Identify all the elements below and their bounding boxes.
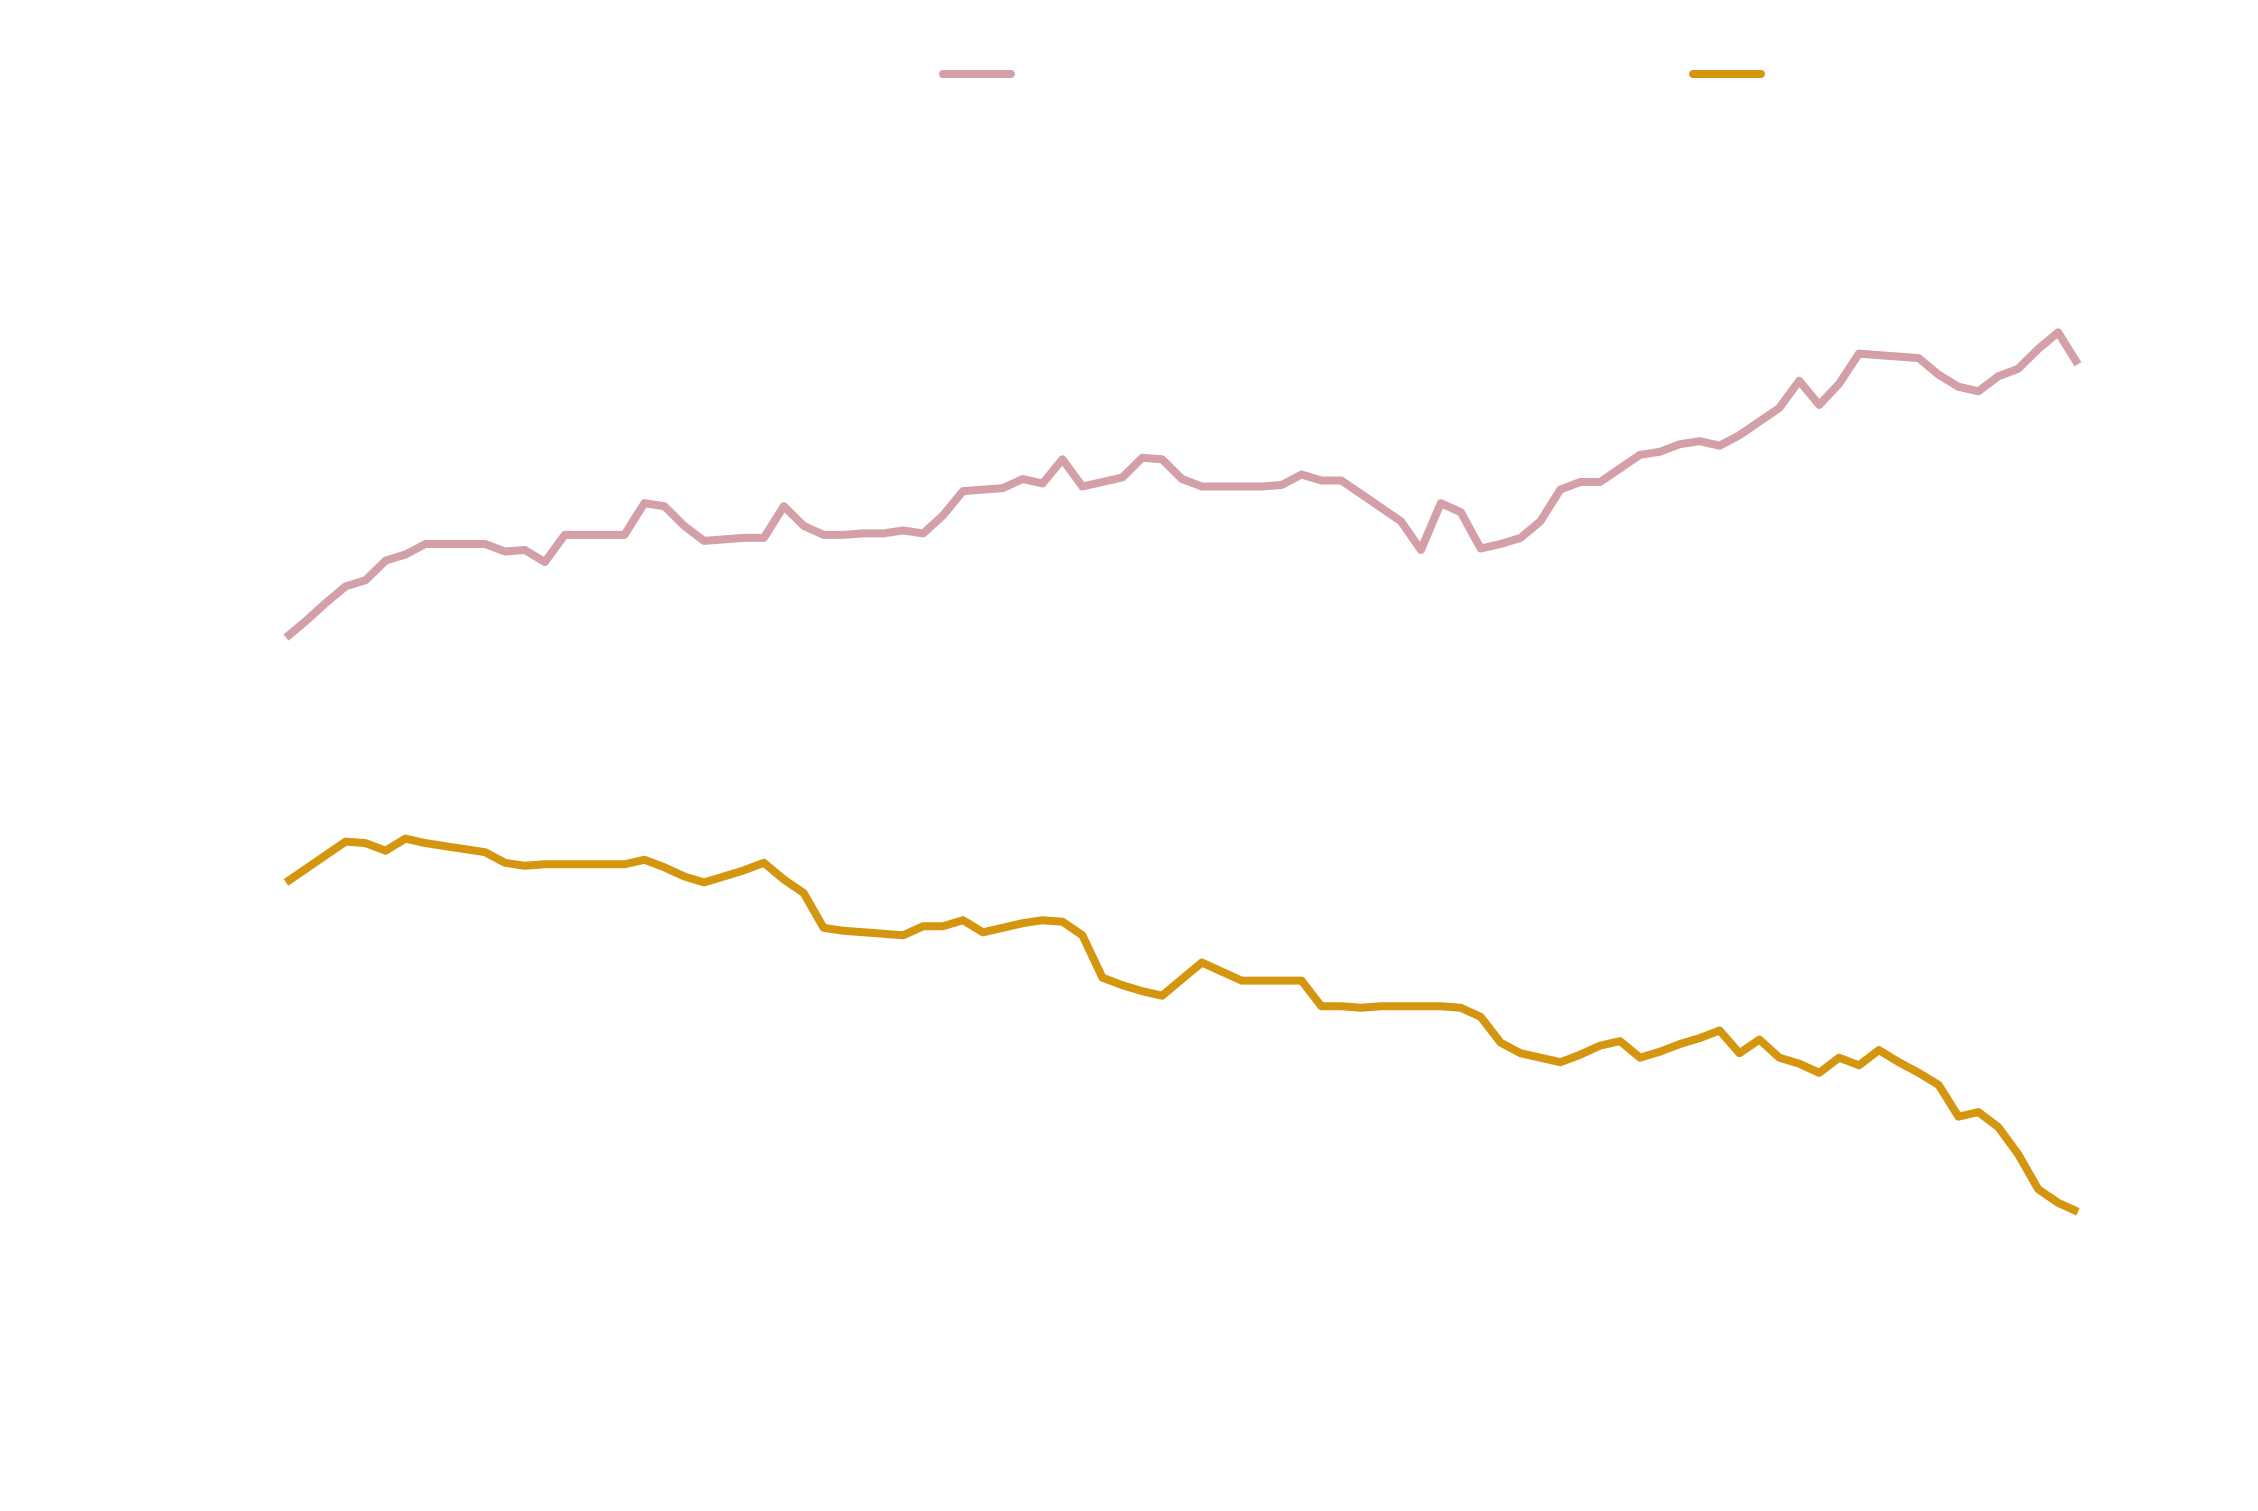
plot-area <box>283 328 2082 1216</box>
series-line-2 <box>283 834 2080 1216</box>
series-line-1 <box>283 328 2082 641</box>
